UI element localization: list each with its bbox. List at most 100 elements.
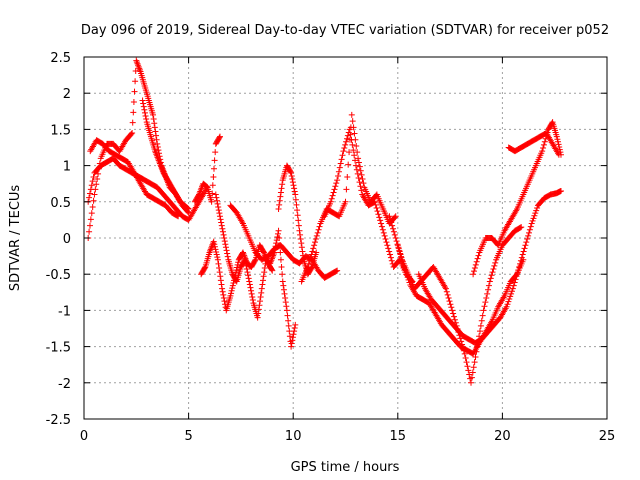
data-point xyxy=(492,259,499,266)
data-point xyxy=(291,324,298,331)
data-point xyxy=(357,167,364,174)
data-point xyxy=(349,141,356,148)
data-point xyxy=(466,371,473,378)
data-point xyxy=(484,290,491,297)
data-point xyxy=(212,246,219,253)
data-point xyxy=(477,322,484,329)
data-point xyxy=(554,138,561,145)
data-point xyxy=(312,236,319,243)
y-tick-label: 0.5 xyxy=(50,196,71,211)
data-point xyxy=(285,317,292,324)
data-point xyxy=(463,359,470,366)
data-point xyxy=(93,181,100,188)
data-point xyxy=(140,103,147,110)
data-point xyxy=(90,173,97,180)
data-point xyxy=(462,354,469,361)
series-sat-n xyxy=(415,187,564,346)
data-point xyxy=(401,266,408,273)
y-tick-label: 2.5 xyxy=(50,51,71,66)
data-point xyxy=(233,277,240,284)
data-point xyxy=(279,271,286,278)
data-point xyxy=(313,232,320,239)
y-tick-label: -2 xyxy=(58,377,71,392)
data-point xyxy=(211,243,218,250)
data-point xyxy=(280,282,287,289)
data-point xyxy=(293,201,300,208)
data-point xyxy=(478,317,485,324)
data-point xyxy=(201,264,208,271)
data-point xyxy=(210,238,217,245)
data-point xyxy=(388,219,395,226)
data-point xyxy=(392,235,399,241)
data-point xyxy=(339,152,346,159)
data-point xyxy=(488,272,495,279)
data-point xyxy=(472,261,479,268)
data-point xyxy=(490,266,497,273)
data-point xyxy=(86,222,93,229)
data-point xyxy=(518,224,525,231)
data-point xyxy=(150,116,157,123)
data-point xyxy=(214,256,221,263)
data-point xyxy=(470,271,477,278)
data-point xyxy=(212,191,219,198)
data-point xyxy=(480,307,487,314)
x-axis-label: GPS time / hours xyxy=(291,460,400,475)
data-point xyxy=(399,257,406,264)
data-point xyxy=(249,297,256,304)
data-point xyxy=(195,192,202,199)
data-point xyxy=(359,176,366,183)
data-point xyxy=(249,293,256,300)
data-point xyxy=(335,172,342,179)
data-point xyxy=(296,227,303,234)
data-point xyxy=(212,149,219,156)
data-point xyxy=(290,331,297,338)
data-point xyxy=(87,186,94,193)
data-point xyxy=(282,294,289,301)
y-axis-label: SDTVAR / TECUs xyxy=(8,185,23,292)
data-point xyxy=(234,264,241,271)
data-point xyxy=(473,258,480,265)
series-sat-j xyxy=(298,111,399,285)
data-point xyxy=(283,307,290,314)
data-point xyxy=(351,130,358,137)
data-point xyxy=(487,275,494,282)
data-point xyxy=(211,165,218,172)
data-point xyxy=(449,307,456,314)
data-point xyxy=(518,254,525,261)
data-point xyxy=(247,284,254,291)
data-point xyxy=(277,249,284,256)
data-point xyxy=(348,111,355,118)
data-point xyxy=(343,135,350,142)
data-point xyxy=(277,189,284,196)
data-point xyxy=(129,130,136,137)
data-point xyxy=(516,263,523,270)
data-point xyxy=(450,310,457,317)
data-point xyxy=(309,248,316,255)
y-tick-label: -0.5 xyxy=(46,268,71,283)
data-point xyxy=(88,210,95,217)
data-point xyxy=(218,281,225,288)
data-point xyxy=(174,212,181,219)
data-point xyxy=(184,205,191,212)
data-point xyxy=(491,262,498,269)
data-point xyxy=(353,142,360,149)
data-point xyxy=(344,173,351,180)
data-point xyxy=(311,242,318,249)
data-point xyxy=(465,367,472,374)
data-point xyxy=(229,285,236,292)
data-point xyxy=(446,298,453,305)
data-point xyxy=(216,134,223,141)
data-point xyxy=(141,109,148,116)
data-point xyxy=(294,212,301,219)
data-point xyxy=(258,289,265,296)
data-point xyxy=(396,248,403,255)
data-point xyxy=(261,264,268,271)
data-point xyxy=(217,273,224,280)
data-point xyxy=(356,163,363,170)
data-point xyxy=(510,282,517,289)
data-point xyxy=(208,198,215,205)
data-point xyxy=(508,288,515,295)
series-sat-b xyxy=(85,155,211,223)
data-point xyxy=(394,242,401,249)
